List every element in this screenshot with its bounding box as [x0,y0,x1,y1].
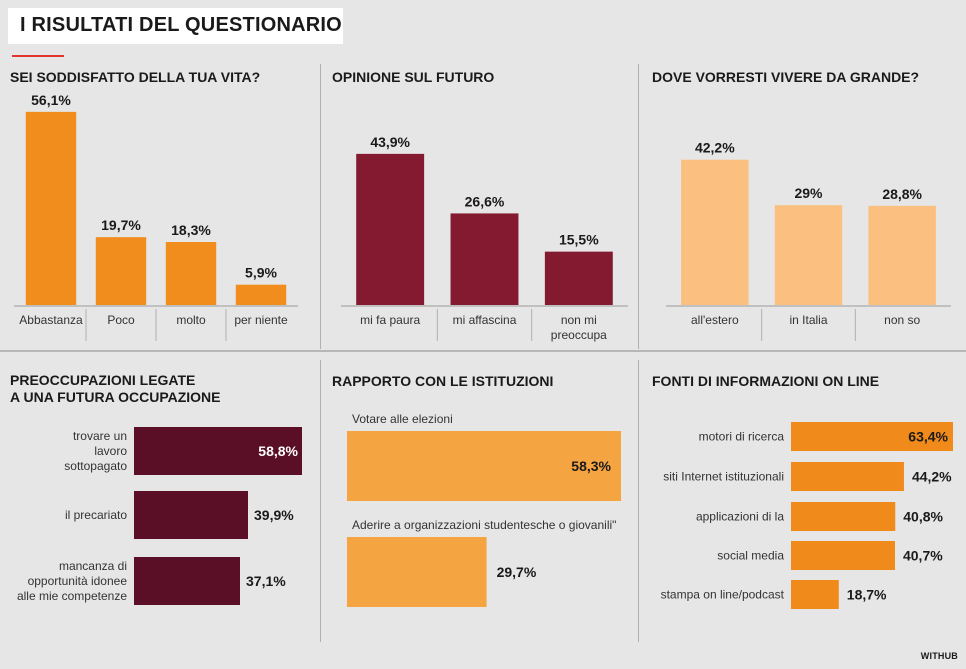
title-box: I RISULTATI DEL QUESTIONARIO [8,8,343,44]
bar [791,502,896,531]
column-divider [638,360,639,642]
bar [235,284,287,305]
category-label: Votare alle elezioni [352,412,453,426]
data-label: 28,8% [882,186,922,202]
chart-title: OPINIONE SUL FUTURO [332,69,494,85]
data-label: 63,4% [908,429,948,445]
chart-title: RAPPORTO CON LE ISTITUZIONI [332,373,553,389]
bar [134,557,240,605]
tick-label: trovare un lavoro sottopagato [64,429,127,473]
tick-label: molto [176,313,206,327]
bar [134,491,248,539]
data-label: 44,2% [912,469,952,485]
tick-label: mi affascina [453,313,517,327]
tick-label: social media [717,549,784,563]
bar [791,462,904,491]
bar [356,153,425,305]
data-label: 18,3% [171,222,211,238]
data-label: 37,1% [246,573,286,589]
column-divider [320,64,321,349]
data-label: 29,7% [497,564,537,580]
credit-logo: WITHUB [920,651,958,661]
chart-title: FONTI DI INFORMAZIONI ON LINE [652,373,879,389]
chart-title: DOVE VORRESTI VIVERE DA GRANDE? [652,69,919,85]
bar [791,580,839,609]
data-label: 56,1% [31,92,71,108]
tick-label: stampa on line/podcast [661,588,785,602]
data-label: 43,9% [370,134,410,150]
column-divider [638,64,639,349]
data-label: 19,7% [101,217,141,233]
tick-label: mi fa paura [360,313,420,327]
bar [25,111,77,305]
data-label: 18,7% [847,587,887,603]
bar [134,427,302,475]
page-title: I RISULTATI DEL QUESTIONARIO [20,14,342,36]
data-label: 40,8% [903,509,943,525]
tick-label: applicazioni di la [696,510,784,524]
bar [95,237,147,305]
bar [868,205,936,305]
chart-title: PREOCCUPAZIONI LEGATE A UNA FUTURA OCCUPA… [10,372,221,405]
data-label: 42,2% [695,140,735,156]
category-label: Aderire a organizzazioni studentesche o … [352,518,616,532]
tick-label: all'estero [691,313,739,327]
tick-label: mancanza di opportunità idonee alle mie co… [17,559,127,603]
chart-title: SEI SODDISFATTO DELLA TUA VITA? [10,69,260,85]
tick-label: per niente [234,313,288,327]
tick-label: in Italia [789,313,827,327]
bar [347,431,621,501]
data-label: 40,7% [903,548,943,564]
data-label: 26,6% [465,193,505,209]
bar [791,541,895,570]
title-underline [12,55,64,57]
data-label: 39,9% [254,507,294,523]
tick-label: non mi preoccupa [551,313,607,342]
tick-label: siti Internet istituzionali [663,470,784,484]
bar [774,205,843,305]
tick-label: motori di ricerca [699,430,785,444]
bar [681,159,749,305]
tick-label: Abbastanza [19,313,83,327]
data-label: 58,8% [258,443,298,459]
tick-label: Poco [107,313,135,327]
bar [791,422,953,451]
data-label: 5,9% [245,265,277,281]
bar [450,213,519,305]
column-divider [320,360,321,642]
tick-label: il precariato [65,508,127,522]
data-label: 29% [794,185,823,201]
bar [347,537,487,607]
data-label: 15,5% [559,232,599,248]
row-divider [0,350,966,352]
bar [165,241,217,305]
data-label: 58,3% [571,458,611,474]
bar [544,251,613,305]
tick-label: non so [884,313,920,327]
